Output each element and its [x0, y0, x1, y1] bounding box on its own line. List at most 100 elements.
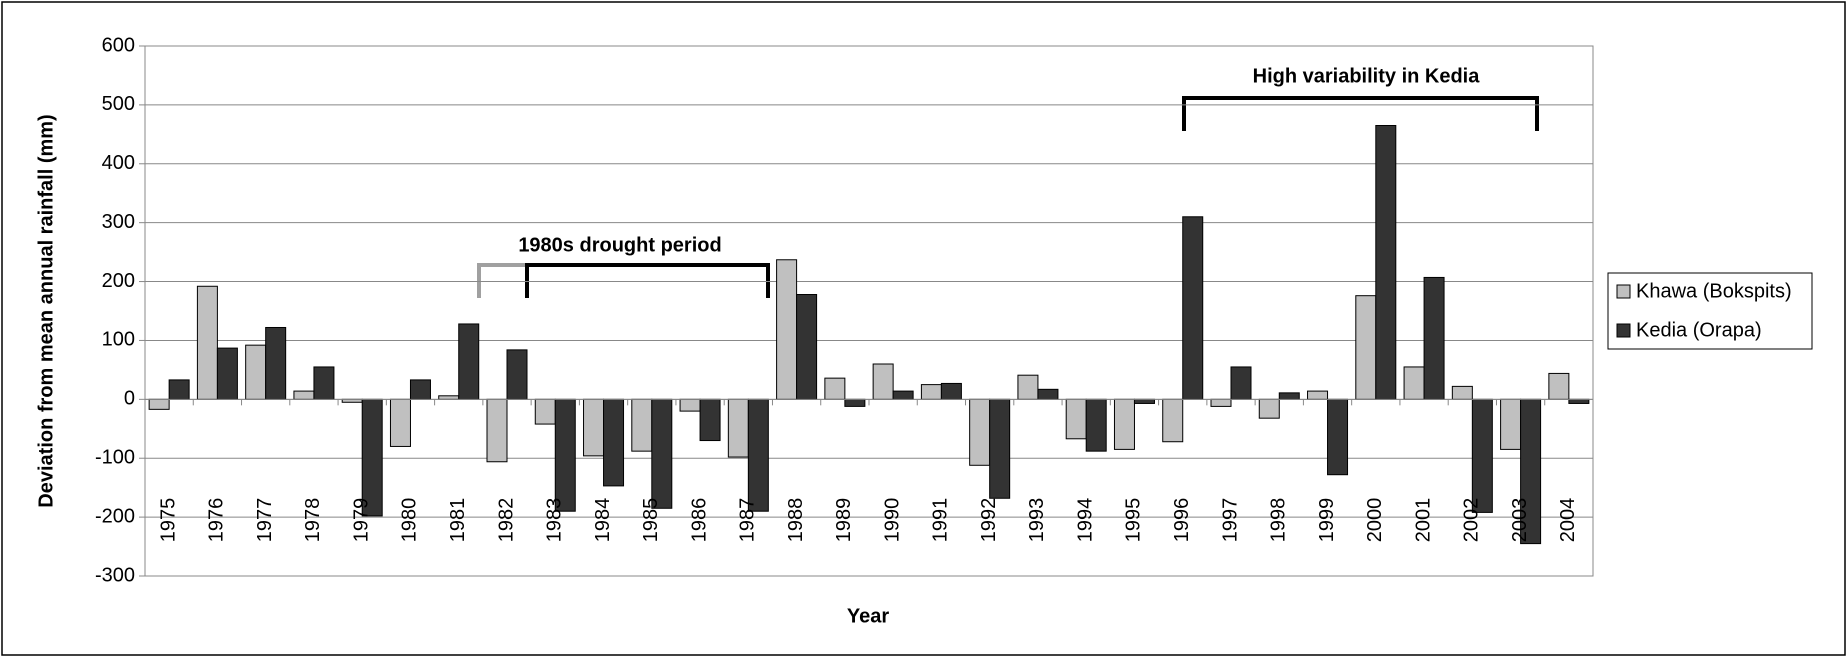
bar — [506, 349, 528, 400]
x-tick-label: 1976 — [206, 498, 228, 543]
y-axis-title: Deviation from mean annual rainfall (mm) — [35, 114, 57, 507]
x-tick-label: 1996 — [1171, 498, 1193, 543]
x-tick-label: 1997 — [1219, 498, 1241, 543]
bar — [148, 398, 170, 410]
legend-swatch — [1616, 284, 1631, 299]
x-tick-label: 2004 — [1557, 498, 1579, 543]
y-tick-label: -200 — [95, 505, 135, 527]
bar — [1085, 398, 1107, 452]
x-tick-label: 1989 — [833, 498, 855, 543]
legend-swatch — [1616, 323, 1631, 338]
bar — [699, 398, 721, 442]
x-tick-label: 1979 — [350, 498, 372, 543]
x-tick-label: 2001 — [1412, 498, 1434, 543]
bar — [1375, 125, 1397, 400]
bar — [554, 398, 576, 512]
bar — [245, 344, 267, 400]
plot-area — [144, 45, 1594, 577]
bar — [216, 347, 238, 400]
annotation: High variability in Kedia — [1253, 65, 1481, 87]
y-tick-label: 0 — [124, 388, 135, 410]
bar — [1037, 388, 1059, 400]
bar — [1162, 398, 1184, 443]
x-tick-label: 1987 — [737, 498, 759, 543]
x-tick-label: 1998 — [1268, 498, 1290, 543]
y-tick-label: 600 — [102, 34, 135, 56]
bar — [196, 285, 218, 400]
bar — [1133, 398, 1155, 404]
bar — [1471, 398, 1493, 513]
bar — [969, 398, 991, 466]
bar — [747, 398, 769, 512]
bar — [409, 379, 431, 400]
x-tick-label: 1986 — [688, 498, 710, 543]
bar — [486, 398, 508, 463]
x-tick-label: 1977 — [254, 498, 276, 543]
legend-label: Kedia (Orapa) — [1636, 319, 1762, 341]
x-tick-label: 2002 — [1461, 498, 1483, 543]
x-tick-label: 1975 — [157, 498, 179, 543]
bar — [892, 390, 914, 400]
x-tick-label: 1991 — [930, 498, 952, 543]
y-tick-label: -300 — [95, 564, 135, 586]
bar — [458, 323, 480, 400]
annotation: 1980s drought period — [518, 234, 721, 256]
bar — [1113, 398, 1135, 450]
x-tick-label: 2003 — [1509, 498, 1531, 543]
legend — [1607, 272, 1813, 350]
y-tick-label: 300 — [102, 211, 135, 233]
bar — [940, 382, 962, 400]
legend-label: Khawa (Bokspits) — [1636, 280, 1792, 302]
x-tick-label: 1982 — [495, 498, 517, 543]
bar — [1182, 216, 1204, 400]
x-tick-label: 1990 — [881, 498, 903, 543]
x-tick-label: 1981 — [447, 498, 469, 543]
y-tick-label: 100 — [102, 329, 135, 351]
x-tick-label: 2000 — [1364, 498, 1386, 543]
bar — [1017, 374, 1039, 400]
bar — [1548, 372, 1570, 400]
bar — [651, 398, 673, 509]
bar — [1230, 366, 1252, 400]
x-tick-label: 1980 — [399, 498, 421, 543]
bar — [776, 259, 798, 400]
x-tick-label: 1983 — [544, 498, 566, 543]
bracket — [1182, 96, 1539, 131]
bar — [1500, 398, 1522, 450]
bar — [438, 395, 460, 400]
bar — [824, 377, 846, 400]
bar — [920, 384, 942, 400]
bar — [389, 398, 411, 447]
x-tick-label: 1993 — [1026, 498, 1048, 543]
bar — [313, 366, 335, 400]
bar — [1210, 398, 1232, 407]
x-axis-title: Year — [847, 605, 889, 627]
bar — [679, 398, 701, 412]
y-tick-label: 400 — [102, 152, 135, 174]
bar — [844, 398, 866, 407]
bar — [631, 398, 653, 452]
bar — [534, 398, 556, 425]
bar — [1568, 398, 1590, 404]
bar — [1423, 276, 1445, 400]
bar — [796, 294, 818, 400]
bracket — [477, 263, 527, 298]
bar — [1065, 398, 1087, 440]
bar — [1258, 398, 1280, 419]
bar — [1403, 366, 1425, 400]
bar — [603, 398, 625, 487]
x-tick-label: 1994 — [1074, 498, 1096, 543]
bar — [168, 379, 190, 400]
x-tick-label: 1978 — [302, 498, 324, 543]
bar — [1355, 295, 1377, 400]
y-tick-label: -100 — [95, 447, 135, 469]
x-tick-label: 1995 — [1123, 498, 1145, 543]
x-tick-label: 1988 — [785, 498, 807, 543]
bar — [872, 363, 894, 400]
bar — [989, 398, 1011, 499]
x-tick-label: 1984 — [592, 498, 614, 543]
bar — [583, 398, 605, 457]
bar — [1307, 390, 1329, 400]
